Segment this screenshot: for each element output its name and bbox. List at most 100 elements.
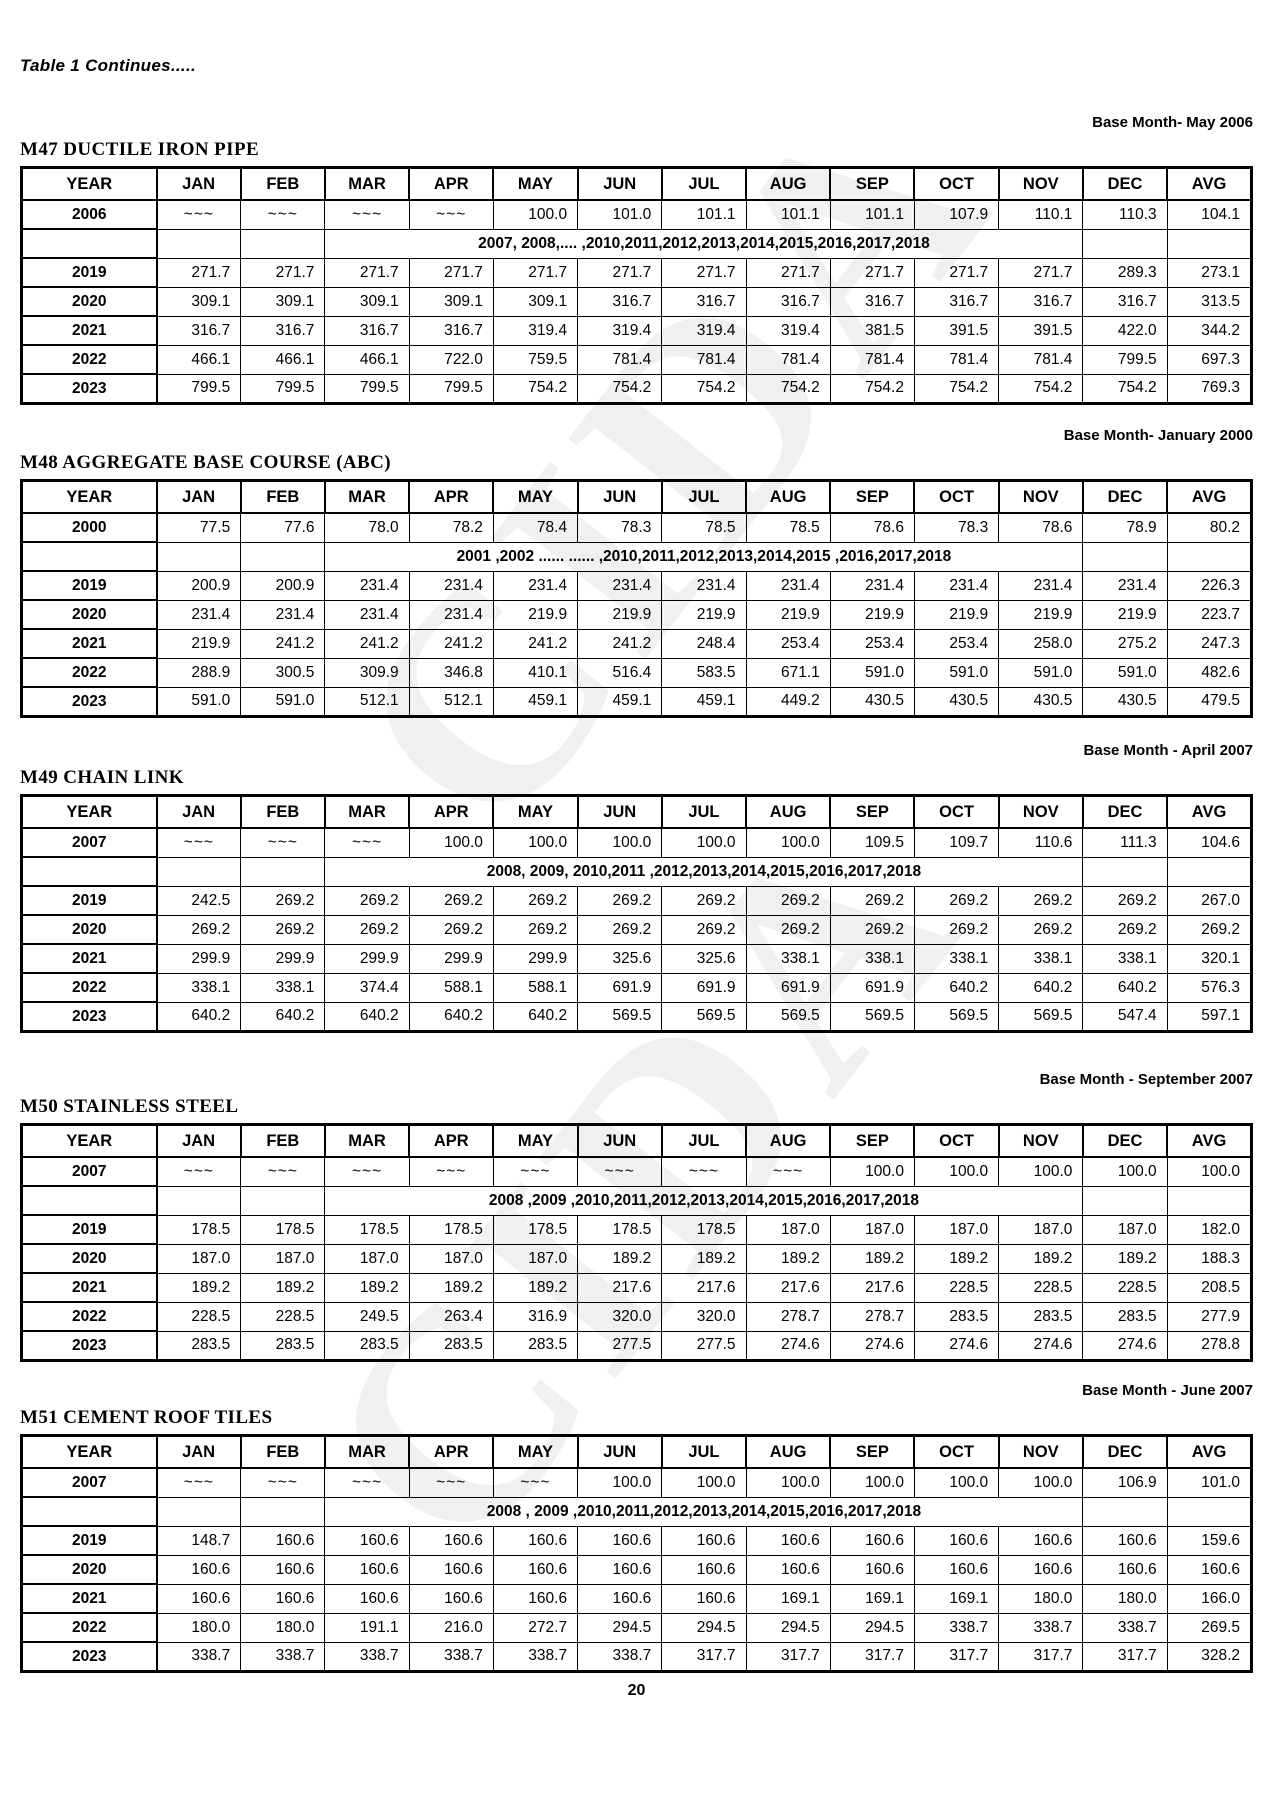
value-cell: 241.2 <box>324 628 410 659</box>
table-row: 2006 ~~~ ~~~ ~~~ ~~~ 100.0 101.0 101.1 101.1 101.… <box>20 199 1253 230</box>
value-cell: 187.0 <box>408 1243 494 1274</box>
value-cell: 449.2 <box>745 686 831 717</box>
value-cell: 338.7 <box>155 1641 242 1672</box>
value-cell: 309.1 <box>155 286 242 317</box>
value-cell: 338.1 <box>829 943 915 974</box>
value-cell: 78.6 <box>829 512 915 543</box>
value-cell: 781.4 <box>577 344 663 375</box>
section-title: M47 DUCTILE IRON PIPE <box>20 139 260 160</box>
value-cell: 231.4 <box>1082 570 1168 601</box>
value-cell: ~~~ <box>155 1156 242 1187</box>
value-cell: 106.9 <box>1082 1467 1168 1498</box>
table-row: 2020 231.4 231.4 231.4 231.4 219.9 219.9 219.9 2… <box>20 599 1253 630</box>
value-cell: 200.9 <box>240 570 326 601</box>
column-header-jun: JUN <box>576 1123 663 1158</box>
value-cell: ~~~ <box>492 1156 579 1187</box>
table-body: 2007 ~~~ ~~~ ~~~ 100.0 100.0 100.0 100.0 100.0 10… <box>20 827 1253 1033</box>
value-cell: 110.3 <box>1082 199 1168 230</box>
year-cell <box>20 541 158 572</box>
value-cell: 640.2 <box>492 1001 579 1032</box>
value-cell: 288.9 <box>155 657 242 688</box>
table-head: YEAR JAN FEB MAR APR MAY JUN JUL AUG SEP OCT NOV DEC… <box>20 166 1253 201</box>
value-cell: 269.2 <box>661 914 747 945</box>
value-cell: 299.9 <box>155 943 242 974</box>
column-header-oct: OCT <box>913 1123 1000 1158</box>
value-cell: 189.2 <box>492 1272 579 1303</box>
value-cell: 278.8 <box>1166 1330 1253 1361</box>
price-index-table-m50: YEAR JAN FEB MAR APR MAY JUN JUL AUG SEP OCT NOV DEC… <box>20 1123 1253 1362</box>
value-cell: 101.0 <box>577 199 663 230</box>
value-cell: 231.4 <box>324 570 410 601</box>
value-cell: 241.2 <box>240 628 326 659</box>
value-cell: 269.2 <box>240 885 326 916</box>
year-cell <box>20 1185 158 1216</box>
empty-cell <box>240 1185 326 1216</box>
value-cell: 338.7 <box>492 1641 579 1672</box>
section-m50: Base Month - September 2007 M50 STAINLESS… <box>20 1071 1253 1362</box>
value-cell: 160.6 <box>492 1554 579 1585</box>
value-cell: 166.0 <box>1166 1583 1253 1614</box>
value-cell: 160.6 <box>324 1554 410 1585</box>
page-number: 20 <box>627 1682 646 1699</box>
value-cell: 317.7 <box>745 1641 831 1672</box>
value-cell: 283.5 <box>408 1330 494 1361</box>
base-month-label: Base Month - June 2007 <box>1082 1382 1253 1399</box>
value-cell: 459.1 <box>492 686 579 717</box>
table-row: 2007 ~~~ ~~~ ~~~ 100.0 100.0 100.0 100.0 100.0 10… <box>20 827 1253 858</box>
value-cell: 754.2 <box>745 373 831 404</box>
value-cell: 189.2 <box>1082 1243 1168 1274</box>
year-cell: 2023 <box>20 1330 158 1362</box>
base-month-label: Base Month - April 2007 <box>1083 742 1253 759</box>
column-header-jun: JUN <box>576 166 663 201</box>
year-cell: 2020 <box>20 1243 158 1274</box>
table-row: 2020 309.1 309.1 309.1 309.1 309.1 316.7 316.7 3… <box>20 286 1253 317</box>
section-title: M48 AGGREGATE BASE COURSE (ABC) <box>20 452 391 473</box>
value-cell: 754.2 <box>913 373 1000 404</box>
section-m51: Base Month - June 2007 M51 CEMENT ROOF TI… <box>20 1382 1253 1673</box>
skipped-years-row: 2008 ,2009 ,2010,2011,2012,2013,2014,201… <box>20 1185 1253 1216</box>
value-cell: 188.3 <box>1166 1243 1253 1274</box>
value-cell: 569.5 <box>745 1001 831 1032</box>
value-cell: 189.2 <box>998 1243 1084 1274</box>
value-cell: 317.7 <box>998 1641 1084 1672</box>
value-cell: 516.4 <box>577 657 663 688</box>
value-cell: 160.6 <box>240 1525 326 1556</box>
value-cell: 640.2 <box>408 1001 494 1032</box>
year-cell <box>20 1496 158 1527</box>
value-cell: 228.5 <box>155 1301 242 1332</box>
header-row: YEAR JAN FEB MAR APR MAY JUN JUL AUG SEP OCT NOV DEC… <box>20 794 1253 829</box>
value-cell: 316.7 <box>1082 286 1168 317</box>
column-header-nov: NOV <box>997 1123 1084 1158</box>
value-cell: 160.6 <box>661 1583 747 1614</box>
value-cell: 512.1 <box>324 686 410 717</box>
empty-cell <box>1082 541 1168 572</box>
value-cell: 754.2 <box>661 373 747 404</box>
value-cell: 274.6 <box>913 1330 1000 1361</box>
value-cell: 269.5 <box>1166 1612 1253 1643</box>
value-cell: 799.5 <box>324 373 410 404</box>
value-cell: 316.7 <box>324 315 410 346</box>
value-cell: 274.6 <box>1082 1330 1168 1361</box>
value-cell: 100.0 <box>1166 1156 1253 1187</box>
value-cell: 640.2 <box>913 972 1000 1003</box>
year-cell <box>20 228 158 259</box>
value-cell: 374.4 <box>324 972 410 1003</box>
column-header-avg: AVG <box>1166 794 1253 829</box>
value-cell: 180.0 <box>998 1583 1084 1614</box>
value-cell: 263.4 <box>408 1301 494 1332</box>
value-cell: 178.5 <box>408 1214 494 1245</box>
empty-cell <box>1166 1496 1253 1527</box>
empty-cell <box>155 228 242 259</box>
value-cell: 325.6 <box>577 943 663 974</box>
value-cell: 294.5 <box>577 1612 663 1643</box>
value-cell: 231.4 <box>240 599 326 630</box>
value-cell: 430.5 <box>1082 686 1168 717</box>
value-cell: 269.2 <box>324 885 410 916</box>
value-cell: 110.6 <box>998 827 1084 858</box>
value-cell: 100.0 <box>577 827 663 858</box>
value-cell: 391.5 <box>913 315 1000 346</box>
value-cell: 466.1 <box>155 344 242 375</box>
empty-cell <box>1166 228 1253 259</box>
column-header-feb: FEB <box>239 1434 326 1469</box>
value-cell: 338.7 <box>1082 1612 1168 1643</box>
